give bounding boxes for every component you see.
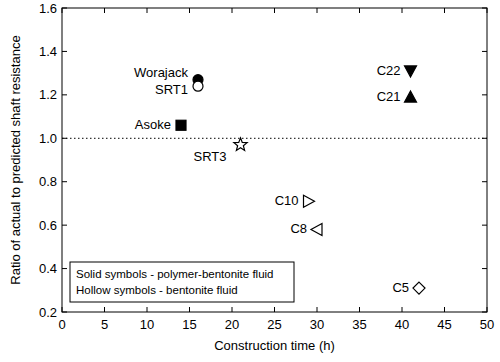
point-label: C22: [377, 63, 401, 78]
x-tick-top: [104, 8, 105, 13]
point: [405, 91, 417, 102]
plot-frame: [62, 8, 487, 312]
x-tick-top: [232, 8, 233, 13]
y-tick-right: [482, 312, 487, 313]
y-tick: [62, 8, 67, 9]
x-tick-label: 35: [352, 317, 366, 332]
y-tick-right: [482, 268, 487, 269]
point-label: SRT1: [155, 82, 188, 97]
y-tick-label: 0.4: [39, 261, 57, 276]
plot-area: [62, 66, 487, 294]
x-tick-label: 20: [225, 317, 239, 332]
point: [405, 66, 417, 77]
y-tick-label: 1.0: [39, 131, 57, 146]
point-label: C21: [377, 89, 401, 104]
x-tick: [147, 307, 148, 312]
x-tick: [104, 307, 105, 312]
x-tick-label: 5: [101, 317, 108, 332]
point: [176, 120, 186, 130]
y-tick-right: [482, 181, 487, 182]
y-tick-right: [482, 8, 487, 9]
x-tick-label: 30: [310, 317, 324, 332]
note-text: Hollow symbols - bentonite fluid: [76, 284, 238, 296]
x-tick: [359, 307, 360, 312]
x-tick: [444, 307, 445, 312]
note-text: Solid symbols - polymer-bentonite fluid: [76, 268, 274, 280]
x-tick-top: [147, 8, 148, 13]
note-box: [70, 262, 294, 302]
point-label: C8: [290, 221, 307, 236]
point-label: Worajack: [134, 65, 188, 80]
y-tick-right: [482, 94, 487, 95]
y-tick-label: 0.8: [39, 174, 57, 189]
point: [193, 81, 203, 91]
x-tick-top: [189, 8, 190, 13]
x-tick-top: [62, 8, 63, 13]
reference-line: [62, 138, 487, 139]
x-tick-top: [402, 8, 403, 13]
chart: 0 5 10 15 20 25 30 35 40 45 50 0.2 0.4 0.6 0.8 1.0 1.2 1.…: [0, 0, 500, 362]
point-label: C10: [275, 193, 299, 208]
x-tick-top: [444, 8, 445, 13]
y-tick: [62, 51, 67, 52]
y-tick: [62, 94, 67, 95]
point-label: SRT3: [194, 149, 227, 164]
x-tick-top: [274, 8, 275, 13]
y-tick-label: 0.2: [39, 305, 57, 320]
y-tick-label: 1.2: [39, 87, 57, 102]
y-axis-label: Ratio of actual to predicted shaft resis…: [8, 35, 23, 284]
x-tick-label: 40: [395, 317, 409, 332]
x-tick-top: [317, 8, 318, 13]
x-tick-top: [487, 8, 488, 13]
x-tick-label: 0: [58, 317, 65, 332]
x-tick-top: [359, 8, 360, 13]
x-tick-label: 10: [140, 317, 154, 332]
point-label: C5: [392, 280, 409, 295]
x-tick: [487, 307, 488, 312]
point: [234, 138, 247, 151]
y-tick-label: 1.4: [39, 44, 57, 59]
x-axis-label: Construction time (h): [214, 338, 335, 353]
x-tick-label: 25: [267, 317, 281, 332]
point: [413, 282, 425, 294]
y-tick-label: 0.6: [39, 218, 57, 233]
x-tick-label: 45: [437, 317, 451, 332]
x-tick: [232, 307, 233, 312]
point: [304, 195, 315, 207]
x-tick: [317, 307, 318, 312]
x-tick: [62, 307, 63, 312]
x-tick-label: 50: [480, 317, 494, 332]
x-tick: [402, 307, 403, 312]
y-tick: [62, 225, 67, 226]
y-tick: [62, 312, 67, 313]
y-tick-right: [482, 225, 487, 226]
point-label: Asoke: [135, 117, 171, 132]
x-tick: [189, 307, 190, 312]
y-tick: [62, 181, 67, 182]
point: [311, 223, 322, 235]
x-tick-label: 15: [182, 317, 196, 332]
y-tick-right: [482, 51, 487, 52]
x-tick: [274, 307, 275, 312]
y-tick-label: 1.6: [39, 1, 57, 16]
y-tick: [62, 268, 67, 269]
